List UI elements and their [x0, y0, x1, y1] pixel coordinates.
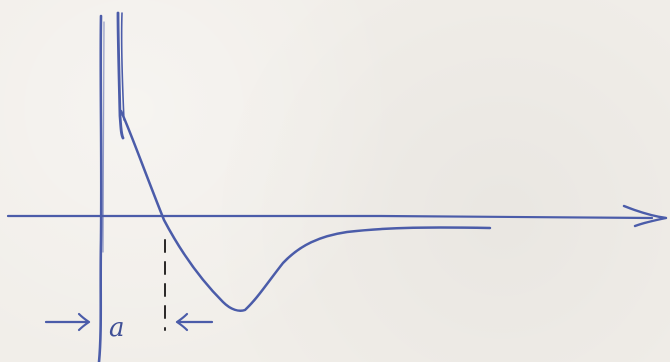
wall-spike [120, 12, 125, 121]
axis-arrowhead-icon [622, 204, 668, 228]
wall-upstroke [116, 11, 125, 140]
vertical-axis-overstroke [102, 21, 105, 253]
vertical-axis [97, 14, 103, 362]
left-arrow-to-axis-icon [44, 312, 91, 332]
horizontal-axis [6, 214, 654, 220]
right-arrow-to-guide-icon [175, 312, 214, 332]
potential-curve [119, 109, 492, 312]
distance-label-a: a [109, 313, 125, 343]
